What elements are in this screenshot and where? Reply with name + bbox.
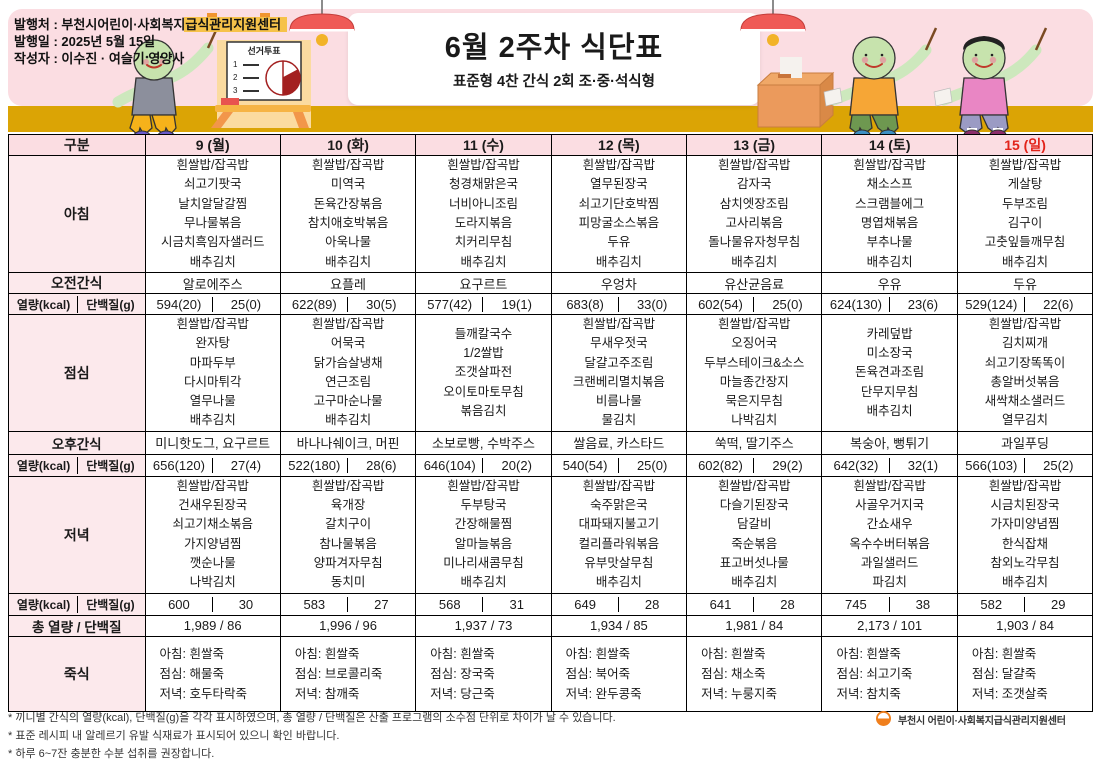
svg-text:2: 2 [233, 73, 238, 82]
svg-text:3: 3 [233, 86, 238, 95]
